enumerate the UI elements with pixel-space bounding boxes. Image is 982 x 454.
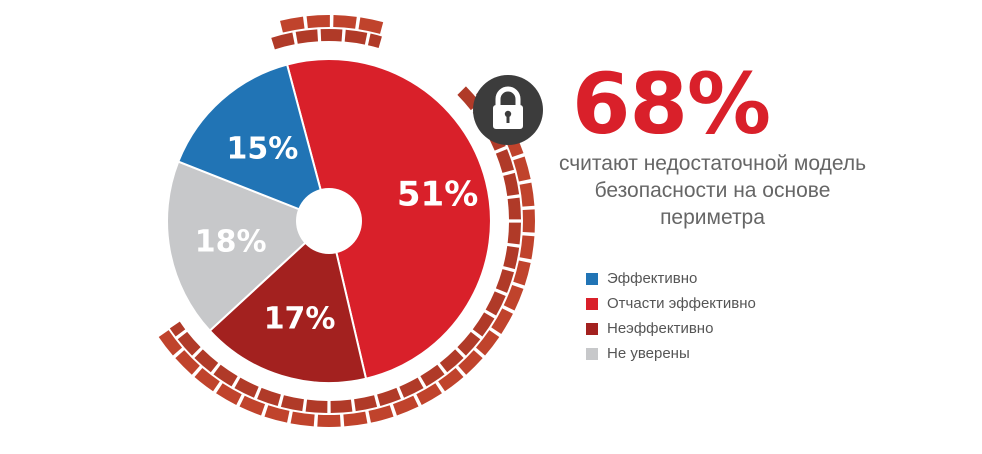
brick [420, 364, 445, 387]
headline-value: 68% [572, 55, 771, 153]
brick [399, 377, 424, 398]
brick [495, 149, 515, 173]
legend-item: Отчасти эффективно [586, 291, 756, 316]
slice-2 [285, 58, 492, 380]
legend-swatch [586, 272, 598, 285]
brick [333, 15, 357, 29]
brick [213, 364, 238, 387]
brick [495, 269, 515, 293]
brick [472, 312, 495, 337]
brick [257, 387, 281, 407]
brick [519, 182, 535, 207]
brick [354, 395, 378, 412]
lock-icon [493, 86, 523, 129]
lock-badge [473, 75, 543, 145]
brick [306, 14, 330, 29]
brick [343, 411, 368, 427]
brick [194, 349, 219, 373]
chart-legend: Эффективно Отчасти эффективно Неэффектив… [586, 266, 756, 366]
legend-label: Не уверены [607, 345, 690, 362]
brick [522, 209, 536, 233]
brick [216, 383, 242, 405]
legend-item: Не уверены [586, 341, 756, 366]
legend-label: Неэффективно [607, 320, 714, 337]
brick [175, 350, 200, 375]
slice-labels: 51% 17% 18% 15% [195, 131, 479, 336]
brick [234, 377, 259, 398]
legend-swatch [586, 297, 598, 310]
brick [177, 331, 201, 356]
brick [367, 33, 382, 48]
slice-3 [208, 219, 368, 384]
brick [305, 399, 328, 413]
brick [519, 235, 535, 260]
slice-1 [177, 63, 331, 223]
brick [295, 29, 319, 44]
brick [158, 330, 183, 356]
donut-hole [296, 188, 362, 254]
brick [344, 29, 368, 45]
legend-item: Эффективно [586, 266, 756, 291]
slice-label: 15% [226, 131, 298, 166]
brick [503, 246, 520, 270]
brick [271, 32, 295, 50]
slice-4 [166, 160, 331, 333]
brick [317, 414, 341, 428]
brick [368, 405, 394, 423]
brick [320, 28, 343, 42]
brick [485, 291, 506, 316]
brick [458, 350, 483, 375]
brick [475, 330, 500, 356]
brick [358, 17, 384, 34]
brick [513, 260, 531, 286]
slice-label: 17% [264, 302, 336, 337]
brick [507, 197, 521, 220]
legend-swatch [586, 347, 598, 360]
brick [392, 395, 419, 416]
brick [503, 284, 524, 311]
brick [280, 16, 305, 33]
brick [416, 383, 442, 405]
brick [330, 399, 353, 413]
brick [507, 222, 521, 245]
brick [194, 367, 220, 392]
brick [290, 411, 315, 427]
brick [513, 156, 531, 182]
legend-item: Неэффективно [586, 316, 756, 341]
brick [264, 405, 290, 423]
brick [503, 172, 520, 196]
chart-slices [166, 58, 492, 384]
legend-label: Отчасти эффективно [607, 295, 756, 312]
legend-swatch [586, 322, 598, 335]
headline-text: считают недостаточной модель безопасност… [558, 152, 867, 229]
brick [439, 349, 464, 373]
brick [457, 331, 481, 356]
brick [280, 395, 304, 412]
brick [438, 367, 464, 392]
brick [377, 387, 401, 407]
brick [169, 321, 186, 337]
brick [239, 395, 266, 416]
slice-label: 18% [195, 224, 267, 259]
brick [491, 308, 513, 334]
legend-label: Эффективно [607, 270, 698, 287]
slice-label: 51% [397, 175, 478, 215]
